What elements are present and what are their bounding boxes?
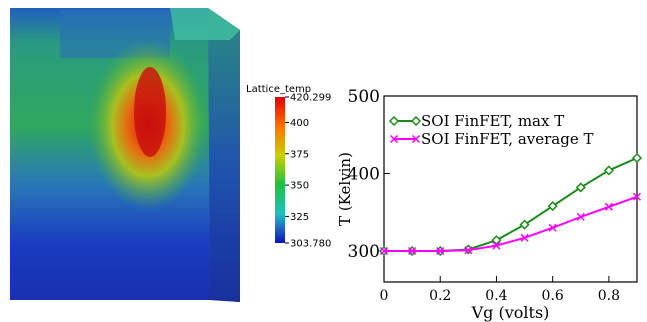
series-line <box>384 197 637 251</box>
colorbar-tick-label: 420.299 <box>290 93 331 104</box>
x-tick-label: 0.6 <box>542 288 564 304</box>
simulation-render <box>10 8 240 302</box>
series-line <box>384 158 637 251</box>
y-tick-label: 300 <box>348 242 380 262</box>
y-axis-label: T (Kelvin) <box>336 152 354 226</box>
point <box>412 117 420 125</box>
x-tick-label: 0.4 <box>485 288 507 304</box>
legend-label: SOI FinFET, max T <box>421 112 564 130</box>
colorbar-tick-label: 325 <box>290 212 309 223</box>
point <box>633 154 641 162</box>
colorbar-tick-label: 303.780 <box>290 239 331 250</box>
x-tick-label: 0 <box>380 288 389 304</box>
x-tick-label: 0.2 <box>429 288 451 304</box>
colorbar-tick-label: 350 <box>290 181 309 192</box>
colorbar-tick-label: 400 <box>290 118 309 129</box>
x-axis-label: Vg (volts) <box>471 303 550 322</box>
legend-label: SOI FinFET, average T <box>421 130 594 148</box>
y-tick-label: 500 <box>348 87 380 107</box>
x-tick-label: 0.8 <box>598 288 620 304</box>
figure: Lattice_temp 420.299400375350325303.780 … <box>0 0 647 322</box>
colorbar <box>275 97 285 243</box>
colorbar-tick-label: 375 <box>290 149 309 160</box>
point <box>390 117 398 125</box>
colorbar-ticks: 420.299 400 375 350 325 303.780 <box>285 93 331 250</box>
